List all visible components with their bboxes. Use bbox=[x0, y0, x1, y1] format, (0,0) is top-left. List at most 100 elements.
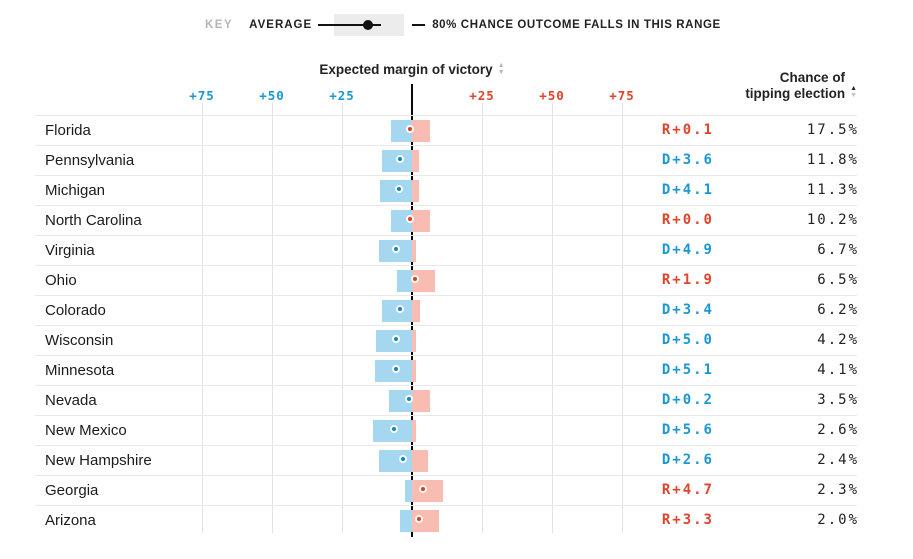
range-bar-rep bbox=[412, 120, 431, 142]
chance-title-text: Chance of tipping election bbox=[745, 70, 845, 102]
rows: Florida R+0.1 17.5% Pennsylvania D+3.6 1… bbox=[35, 115, 857, 535]
table-row: Minnesota D+5.1 4.1% bbox=[35, 355, 857, 385]
table-row: North Carolina R+0.0 10.2% bbox=[35, 205, 857, 235]
average-dot bbox=[392, 335, 400, 343]
average-dot bbox=[406, 215, 414, 223]
chance-value: 4.1% bbox=[817, 362, 859, 378]
chance-value: 2.6% bbox=[817, 422, 859, 438]
chance-value: 6.7% bbox=[817, 242, 859, 258]
state-label: Nevada bbox=[45, 392, 97, 409]
margin-value: R+0.0 bbox=[661, 212, 714, 228]
range-bar-dem bbox=[396, 270, 412, 292]
margin-value: D+5.1 bbox=[661, 362, 714, 378]
legend-average-label: AVERAGE bbox=[249, 19, 313, 31]
state-label: Minnesota bbox=[45, 362, 115, 379]
legend: KEY AVERAGE 80% CHANCE OUTCOME FALLS IN … bbox=[205, 13, 721, 37]
table-row: Michigan D+4.1 11.3% bbox=[35, 175, 857, 205]
gridline bbox=[482, 103, 483, 533]
chance-value: 2.3% bbox=[817, 482, 859, 498]
average-dot bbox=[394, 185, 403, 193]
table-row: Nevada D+0.2 3.5% bbox=[35, 385, 857, 415]
range-bar-rep bbox=[412, 330, 417, 352]
state-label: New Mexico bbox=[45, 422, 127, 439]
average-dot bbox=[396, 305, 405, 313]
range-bar-rep bbox=[412, 450, 428, 472]
chance-value: 6.2% bbox=[817, 302, 859, 318]
gridline bbox=[272, 103, 273, 533]
margin-value: R+3.3 bbox=[661, 512, 714, 528]
average-dot bbox=[395, 155, 404, 163]
sort-down-icon: ▼ bbox=[850, 92, 857, 99]
sort-icon-active[interactable]: ▲ ▼ bbox=[850, 85, 857, 100]
average-line-icon bbox=[318, 24, 382, 26]
table-row: Ohio R+1.9 6.5% bbox=[35, 265, 857, 295]
average-dot bbox=[391, 365, 400, 373]
range-bar-dem bbox=[378, 450, 412, 472]
margin-value: D+5.6 bbox=[661, 422, 714, 438]
axis-tick-r75: +75 bbox=[609, 88, 635, 103]
state-label: North Carolina bbox=[45, 212, 142, 229]
chance-title-line1: Chance of bbox=[779, 70, 846, 85]
axis-tick-r50: +50 bbox=[539, 88, 565, 103]
table-row: Georgia R+4.7 2.3% bbox=[35, 475, 857, 505]
state-label: Colorado bbox=[45, 302, 106, 319]
average-marker-icon bbox=[318, 14, 405, 36]
range-bar-rep bbox=[412, 360, 417, 382]
table-row: Florida R+0.1 17.5% bbox=[35, 115, 857, 145]
column-header-chance[interactable]: Chance of tipping election ▲ ▼ bbox=[745, 70, 857, 102]
chance-value: 11.8% bbox=[806, 152, 859, 168]
table-row: New Mexico D+5.6 2.6% bbox=[35, 415, 857, 445]
margin-value: R+0.1 bbox=[661, 122, 714, 138]
range-bar-rep bbox=[412, 390, 431, 412]
chance-value: 2.4% bbox=[817, 452, 859, 468]
margin-value: D+5.0 bbox=[661, 332, 714, 348]
margin-title-text: Expected margin of victory bbox=[319, 62, 493, 77]
legend-key-label: KEY bbox=[205, 19, 234, 31]
average-dot bbox=[415, 515, 424, 523]
state-label: Michigan bbox=[45, 182, 106, 199]
sort-up-icon: ▲ bbox=[497, 61, 505, 69]
gridline bbox=[552, 103, 553, 533]
margin-value: D+4.9 bbox=[661, 242, 714, 258]
margin-value: D+2.6 bbox=[661, 452, 714, 468]
margin-value: D+4.1 bbox=[661, 182, 714, 198]
table-row: Arizona R+3.3 2.0% bbox=[35, 505, 857, 535]
table-row: Pennsylvania D+3.6 11.8% bbox=[35, 145, 857, 175]
table-row: Wisconsin D+5.0 4.2% bbox=[35, 325, 857, 355]
gridline bbox=[342, 103, 343, 533]
chance-value: 4.2% bbox=[817, 332, 859, 348]
axis-tick-d25: +25 bbox=[329, 88, 355, 103]
average-dot-icon bbox=[363, 20, 374, 30]
range-bar-dem bbox=[399, 510, 412, 532]
state-label: Pennsylvania bbox=[45, 152, 135, 169]
axis-tick-d75: +75 bbox=[189, 88, 215, 103]
range-bar-rep bbox=[412, 210, 430, 232]
range-bar-rep bbox=[412, 180, 420, 202]
margin-value: R+1.9 bbox=[661, 272, 714, 288]
chance-title-line2: tipping election bbox=[745, 86, 846, 101]
legend-range-caption: 80% CHANCE OUTCOME FALLS IN THIS RANGE bbox=[432, 19, 721, 31]
margin-value: D+0.2 bbox=[661, 392, 714, 408]
margin-value: D+3.6 bbox=[661, 152, 714, 168]
sort-down-icon: ▼ bbox=[497, 68, 505, 76]
state-label: Wisconsin bbox=[45, 332, 114, 349]
state-label: Arizona bbox=[45, 512, 96, 529]
chance-value: 11.3% bbox=[806, 182, 859, 198]
average-dot bbox=[405, 395, 414, 403]
range-bar-rep bbox=[412, 240, 417, 262]
range-bar-dem bbox=[404, 480, 412, 502]
range-bar-rep bbox=[412, 150, 420, 172]
state-label: New Hampshire bbox=[45, 452, 152, 469]
range-dash-icon bbox=[412, 24, 426, 26]
chance-value: 3.5% bbox=[817, 392, 859, 408]
chance-value: 2.0% bbox=[817, 512, 859, 528]
chance-value: 6.5% bbox=[817, 272, 859, 288]
chance-value: 10.2% bbox=[806, 212, 859, 228]
range-bar-rep bbox=[412, 300, 421, 322]
average-dot bbox=[392, 245, 401, 253]
average-dot bbox=[406, 125, 415, 133]
state-label: Ohio bbox=[45, 272, 77, 289]
sort-icon[interactable]: ▲ ▼ bbox=[497, 61, 505, 77]
column-header-margin[interactable]: Expected margin of victory ▲ ▼ bbox=[319, 61, 505, 78]
